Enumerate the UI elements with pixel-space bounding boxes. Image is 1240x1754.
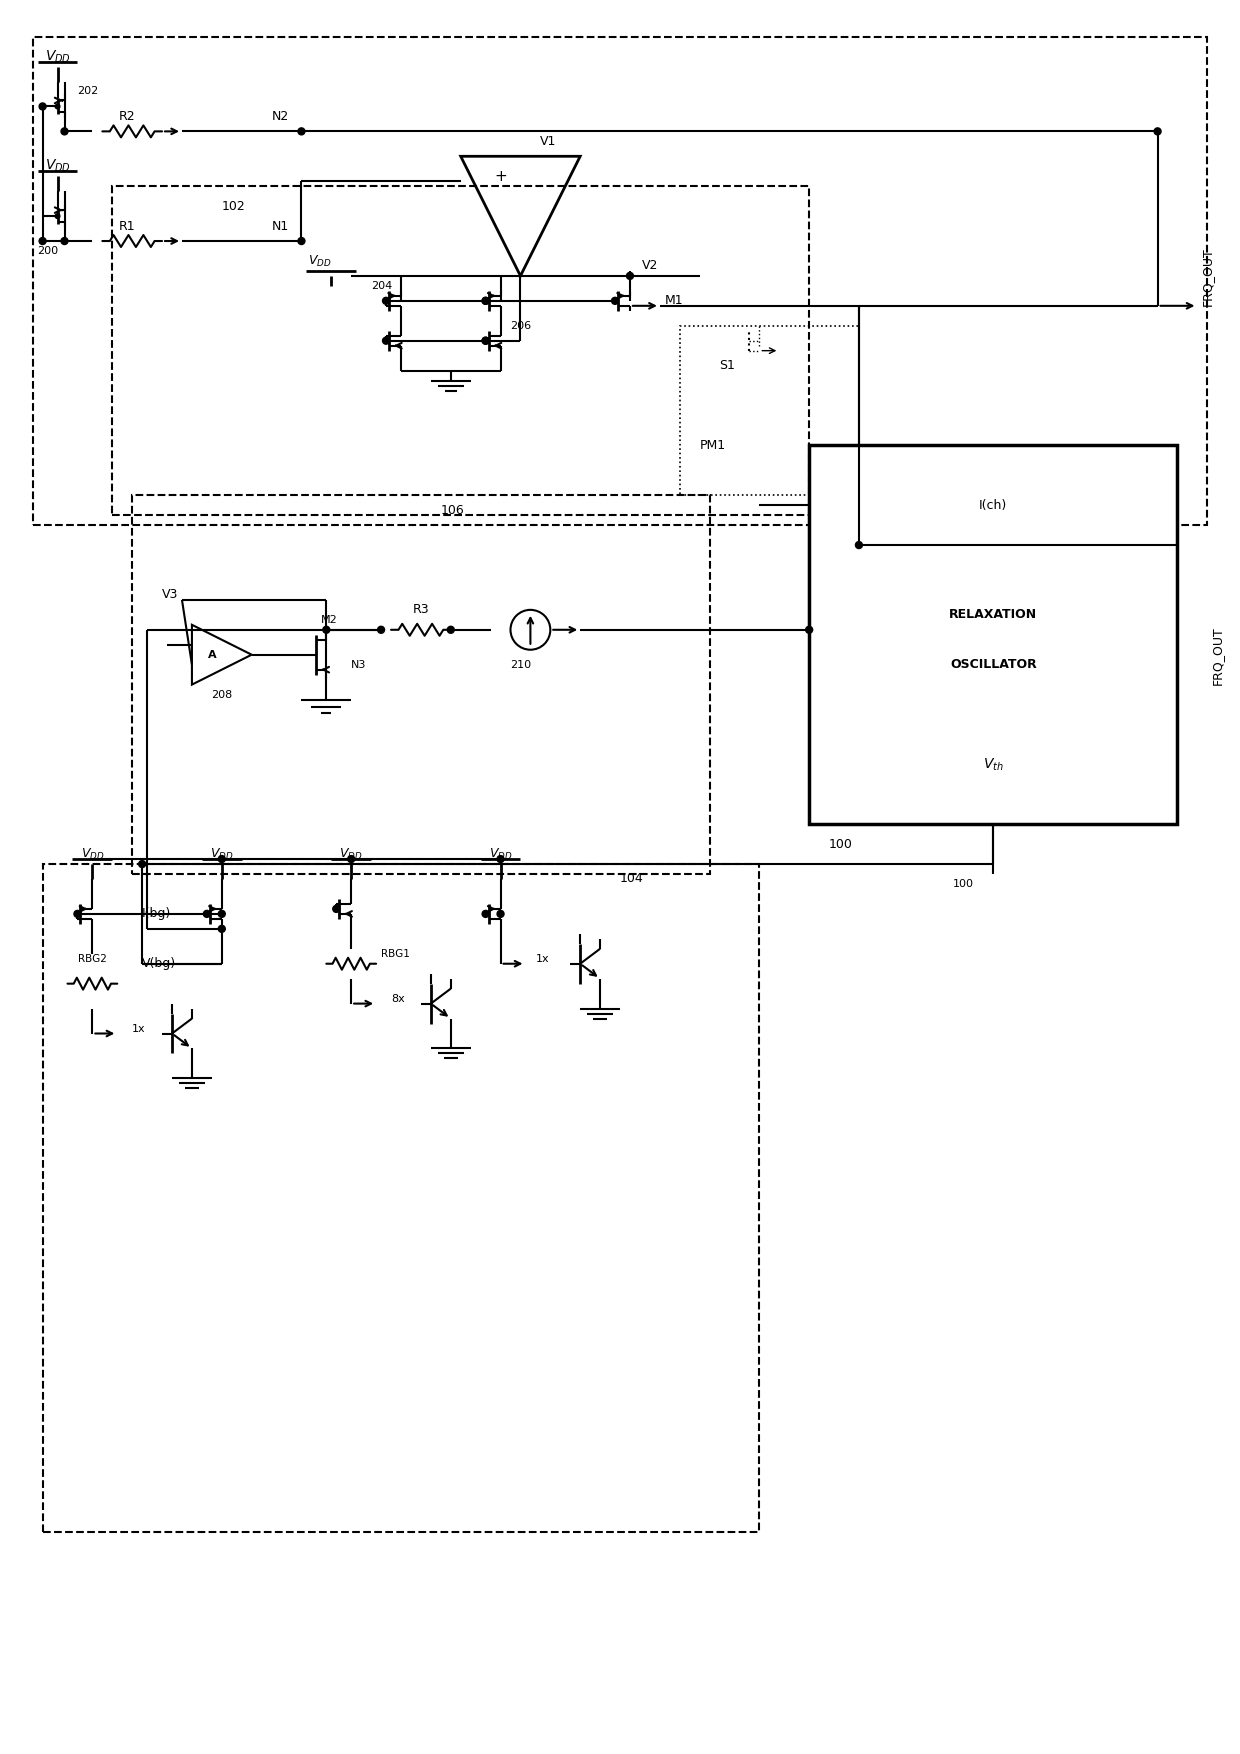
Circle shape xyxy=(383,298,389,305)
Circle shape xyxy=(611,298,619,305)
Text: $V_{DD}$: $V_{DD}$ xyxy=(210,847,233,861)
Circle shape xyxy=(139,861,145,868)
Circle shape xyxy=(856,542,862,549)
Circle shape xyxy=(482,337,489,344)
Text: FRQ_OUT: FRQ_OUT xyxy=(1210,626,1224,684)
Circle shape xyxy=(482,298,489,305)
Circle shape xyxy=(378,626,384,633)
Text: 100: 100 xyxy=(830,838,853,851)
Circle shape xyxy=(482,298,489,305)
Circle shape xyxy=(383,337,389,344)
Text: S1: S1 xyxy=(719,360,735,372)
Text: N1: N1 xyxy=(272,219,289,233)
Text: V2: V2 xyxy=(641,260,658,272)
Text: 8x: 8x xyxy=(391,993,404,1003)
Text: 208: 208 xyxy=(211,689,232,700)
Bar xyxy=(133,495,709,873)
Text: R2: R2 xyxy=(119,111,135,123)
Bar xyxy=(32,37,1208,524)
Circle shape xyxy=(298,237,305,244)
Text: V(bg): V(bg) xyxy=(143,958,176,970)
Circle shape xyxy=(1154,128,1161,135)
Circle shape xyxy=(218,856,226,863)
Circle shape xyxy=(497,856,503,863)
Text: 1x: 1x xyxy=(536,954,549,963)
Circle shape xyxy=(203,910,211,917)
Text: $V_{DD}$: $V_{DD}$ xyxy=(340,847,363,861)
Text: $V_{DD}$: $V_{DD}$ xyxy=(489,847,512,861)
Text: 210: 210 xyxy=(510,660,531,670)
Text: +: + xyxy=(495,168,507,184)
Circle shape xyxy=(806,626,812,633)
Text: V3: V3 xyxy=(162,588,179,602)
Text: RBG2: RBG2 xyxy=(78,954,107,963)
Circle shape xyxy=(40,103,46,111)
Text: 206: 206 xyxy=(511,321,532,332)
Text: $V_{DD}$: $V_{DD}$ xyxy=(45,158,71,174)
Circle shape xyxy=(626,272,634,279)
Text: M1: M1 xyxy=(665,295,683,307)
Circle shape xyxy=(218,926,226,933)
Circle shape xyxy=(298,128,305,135)
Text: $V_{th}$: $V_{th}$ xyxy=(983,756,1003,772)
Text: RBG1: RBG1 xyxy=(381,949,410,959)
Circle shape xyxy=(74,910,81,917)
Text: R3: R3 xyxy=(413,603,429,616)
Text: FRQ_OUT: FRQ_OUT xyxy=(1200,247,1214,305)
Circle shape xyxy=(61,237,68,244)
Text: RELAXATION: RELAXATION xyxy=(950,609,1038,621)
Circle shape xyxy=(40,237,46,244)
Text: $V_{DD}$: $V_{DD}$ xyxy=(308,253,331,268)
Circle shape xyxy=(497,910,503,917)
Bar xyxy=(42,865,759,1531)
Text: N3: N3 xyxy=(351,660,367,670)
Text: 106: 106 xyxy=(440,503,465,517)
Circle shape xyxy=(332,905,340,912)
Circle shape xyxy=(218,910,226,917)
Text: M2: M2 xyxy=(321,616,339,624)
Text: 200: 200 xyxy=(37,246,58,256)
Text: 100: 100 xyxy=(952,879,973,889)
Text: 102: 102 xyxy=(222,200,246,212)
Text: I(bg): I(bg) xyxy=(143,907,171,921)
Circle shape xyxy=(448,626,454,633)
Text: PM1: PM1 xyxy=(699,438,725,453)
Bar xyxy=(113,186,810,516)
Circle shape xyxy=(482,910,489,917)
Text: R1: R1 xyxy=(119,219,135,233)
Bar xyxy=(680,326,859,495)
Circle shape xyxy=(322,626,330,633)
Circle shape xyxy=(347,856,355,863)
Circle shape xyxy=(61,128,68,135)
Text: 202: 202 xyxy=(77,86,99,96)
Text: 204: 204 xyxy=(371,281,392,291)
Circle shape xyxy=(482,337,489,344)
Text: A: A xyxy=(207,649,216,660)
Text: 1x: 1x xyxy=(133,1024,146,1033)
Text: 104: 104 xyxy=(620,872,644,886)
Text: $V_{DD}$: $V_{DD}$ xyxy=(81,847,104,861)
Text: OSCILLATOR: OSCILLATOR xyxy=(950,658,1037,672)
Text: I(ch): I(ch) xyxy=(980,498,1007,512)
Text: V1: V1 xyxy=(541,135,557,147)
Text: N2: N2 xyxy=(272,111,289,123)
Bar xyxy=(810,446,1178,824)
Text: $V_{DD}$: $V_{DD}$ xyxy=(45,49,71,65)
